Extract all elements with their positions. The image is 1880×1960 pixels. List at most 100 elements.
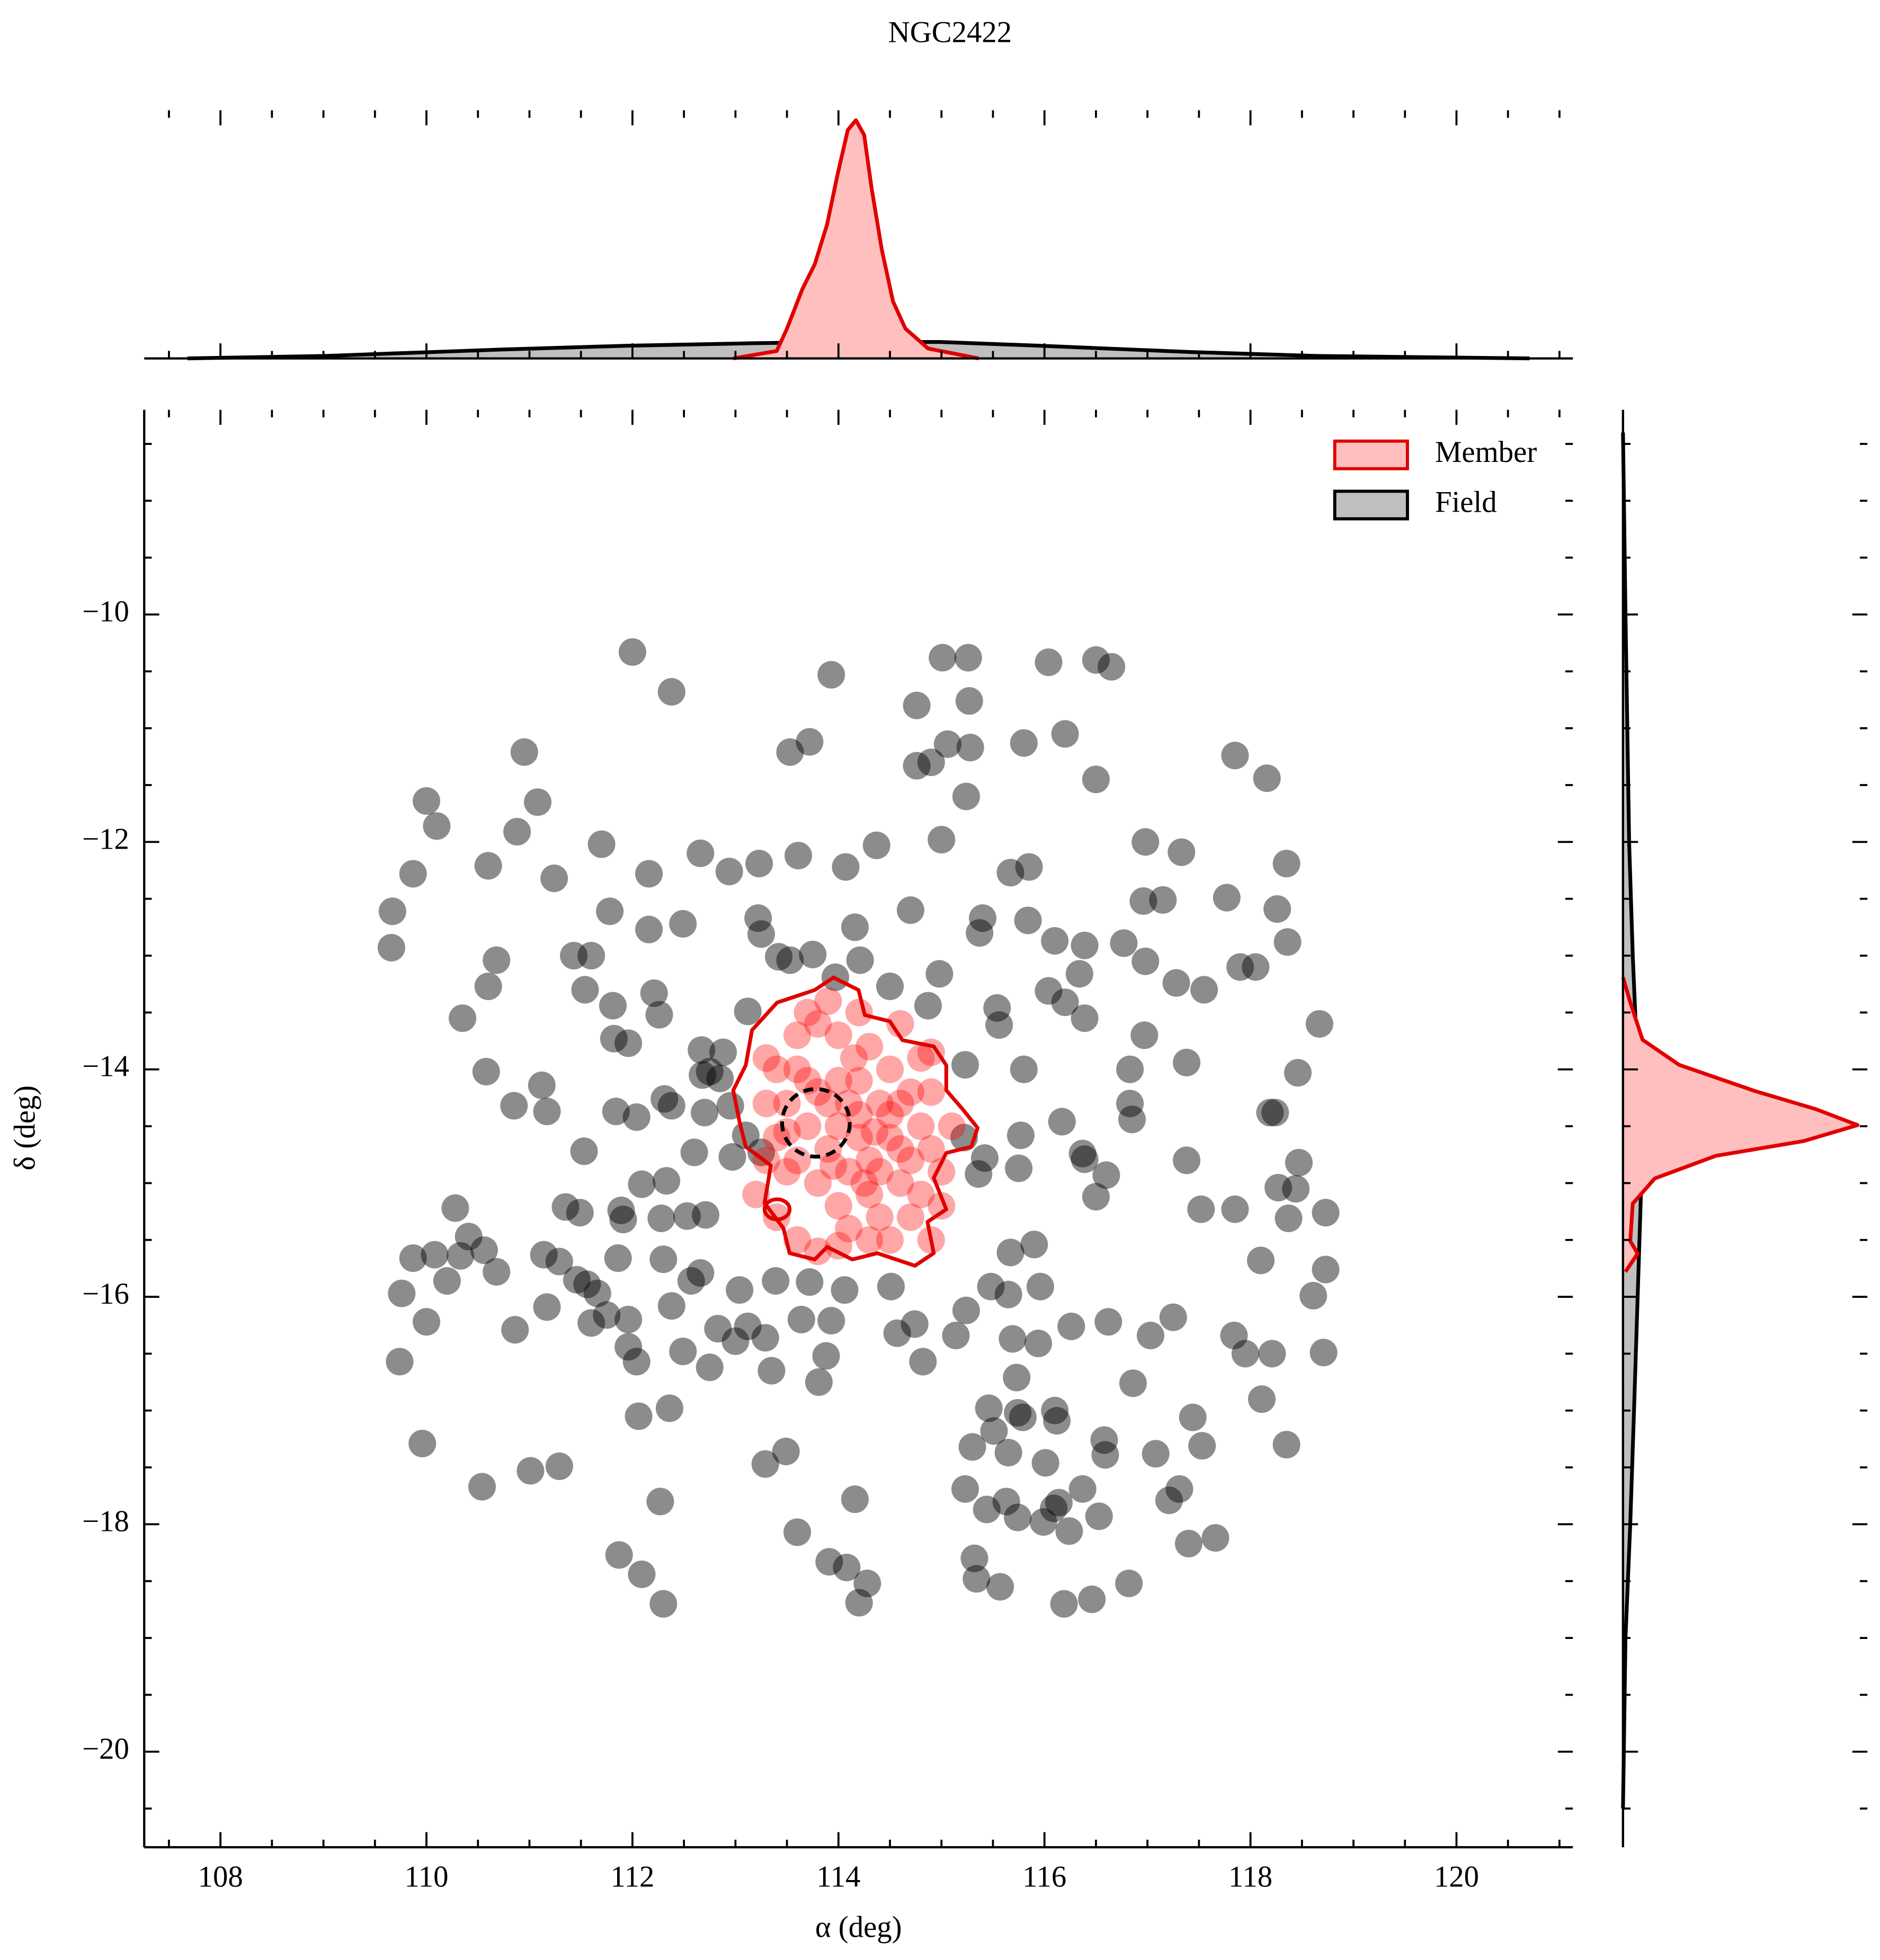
x-tick-label: 116 [1022,1860,1066,1894]
scatter-point [917,1078,945,1106]
scatter-point [649,1245,678,1273]
scatter-point [388,1279,416,1307]
scatter-point [673,1202,701,1230]
scatter-point [1226,953,1254,981]
scatter-point [751,1450,779,1478]
scatter-point [577,1309,605,1337]
scatter-point [853,1570,881,1598]
scatter-point [470,1236,498,1264]
scatter-point [1119,1369,1147,1397]
scatter-point [646,1487,674,1516]
scatter-point [975,1394,1003,1422]
scatter-point [596,897,624,925]
scatter-point [599,992,627,1020]
scatter-point [866,1203,894,1231]
scatter-point [805,1368,833,1396]
member-contour [762,1197,792,1222]
scatter-point [994,1439,1022,1467]
scatter-point [1220,1322,1248,1350]
scatter-point [1256,1099,1284,1127]
scatter-point [474,972,502,1001]
scatter-point [1029,1508,1057,1536]
scatter-point [1014,906,1042,934]
scatter-point [846,946,874,974]
scatter-point [763,1055,791,1083]
scatter-point [1003,1364,1031,1392]
scatter-point [378,897,406,925]
scatter-point [1085,1502,1113,1530]
scatter-point [960,1544,988,1572]
scatter-point [783,1021,812,1049]
scatter-point [876,972,904,1001]
scatter-point [817,661,845,689]
scatter-point [1142,1440,1170,1468]
scatter-point [483,1258,511,1286]
scatter-point [1188,1432,1216,1460]
scatter-point [999,1325,1027,1353]
scatter-point [734,1312,762,1340]
scatter-point [965,1160,993,1188]
scatter-point [992,1487,1020,1516]
scatter-point [814,987,842,1015]
scatter-point [824,1112,852,1141]
y-tick-label: −12 [82,822,129,856]
scatter-point [560,942,588,970]
scatter-point [1048,1108,1076,1136]
scatter-point [917,749,945,777]
scatter-point [886,1169,914,1197]
scatter-point [1118,1106,1146,1134]
scatter-point [983,994,1011,1022]
scatter-point [799,940,827,968]
scatter-point [1305,1010,1333,1038]
scatter-point [896,896,924,924]
scatter-point [687,839,715,867]
scatter-point [1116,1090,1144,1118]
scatter-point [706,1064,734,1092]
scatter-point [973,1495,1001,1524]
scatter-point [856,1032,884,1061]
scatter-point [628,1560,656,1588]
scatter-point [593,1301,621,1329]
scatter-point [866,1090,894,1118]
scatter-point [954,644,982,672]
scatter-point [573,1270,601,1298]
scatter-point [773,1118,801,1146]
scatter-point [845,1589,873,1617]
scatter-point [815,1548,843,1576]
scatter-point [994,1280,1022,1308]
scatter-point [540,865,568,893]
scatter-point [1082,1183,1110,1211]
scatter-point [625,1402,653,1430]
scatter-point [1263,895,1291,923]
scatter-point [1082,646,1110,674]
scatter-point [1090,1426,1118,1454]
scatter-point [1055,1517,1083,1545]
scatter-point [468,1473,496,1501]
scatter-point [721,1327,750,1355]
scatter-point [951,1051,979,1079]
scatter-point [587,830,616,858]
scatter-point [635,860,663,888]
scatter-point [1068,1475,1097,1503]
scatter-point [687,1259,715,1287]
scatter-point [942,1322,970,1350]
scatter-point [1057,1312,1085,1340]
y-tick-label: −18 [82,1504,129,1538]
scatter-point [883,1319,911,1347]
scatter-point [1098,653,1126,681]
scatter-point [751,1324,779,1352]
scatter-point [447,1242,475,1270]
scatter-point [399,860,427,888]
scatter-point [1015,853,1043,881]
scatter-point [386,1348,414,1376]
scatter-point [856,1146,884,1174]
scatter-point [933,730,961,758]
field-contour [780,1087,852,1159]
scatter-point [657,1292,685,1320]
scatter-point [1173,1146,1201,1174]
scatter-point [758,1357,786,1385]
scatter-point [951,1475,979,1503]
scatter-point [796,728,824,756]
scatter-point [423,812,451,840]
